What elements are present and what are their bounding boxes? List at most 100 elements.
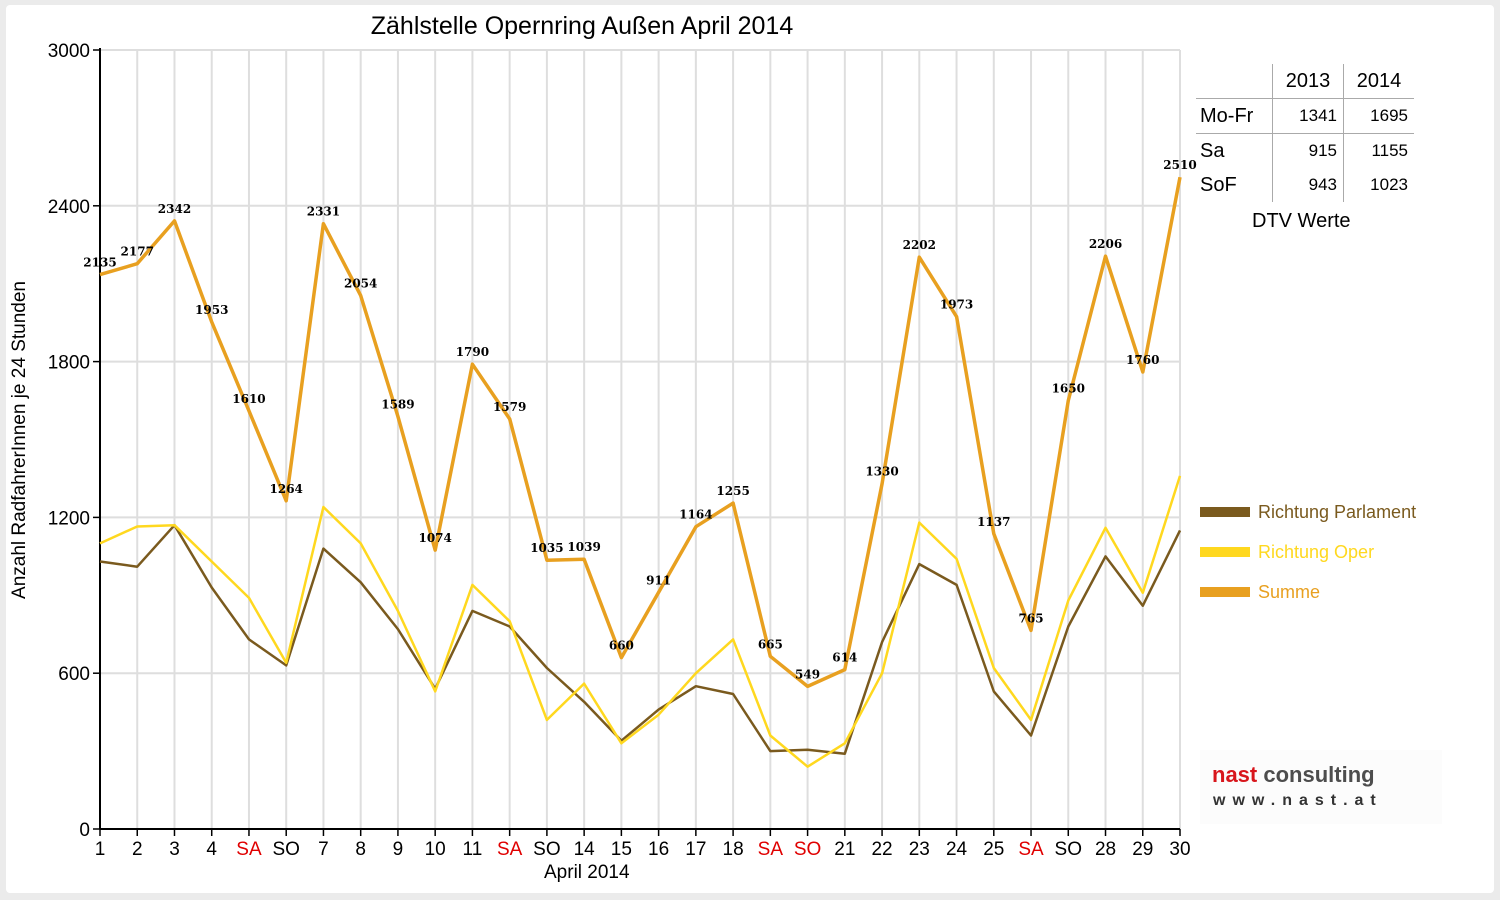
dtv-cell-2013: 915 [1272,133,1344,168]
data-label: 1255 [716,484,749,498]
data-label: 1790 [456,345,489,359]
legend-item-summe: Summe [1200,572,1416,612]
series-line-oper [99,475,1182,768]
x-tick-label: 15 [611,839,632,860]
data-label: 765 [1019,611,1044,625]
dtv-cell-2014: 1695 [1343,98,1414,134]
dtv-header-2013: 2013 [1272,64,1344,99]
legend-label: Summe [1258,581,1321,602]
legend-item-oper: Richtung Oper [1200,532,1416,572]
data-label: 1579 [493,400,526,414]
dtv-row-label: SoF [1200,173,1237,196]
legend: Richtung Parlament Richtung Oper Summe [1200,492,1416,612]
data-labels: 2135 2177 2342 1953 1610 1264 2331 2054 1589 1074… [83,158,1196,681]
legend-label: Richtung Parlament [1258,501,1417,522]
x-tick-label: 30 [1169,839,1190,860]
x-tick-label: 29 [1132,839,1153,860]
x-tick-label: SO [1055,839,1082,860]
y-tick-label: 0 [79,820,90,841]
data-label: 2202 [903,238,936,252]
data-label: 1650 [1052,382,1085,396]
x-tick-label: 4 [206,839,217,860]
data-label: 1973 [940,298,973,312]
x-tick-label: 28 [1095,839,1116,860]
data-label: 2054 [344,277,377,291]
logo-url: www.nast.at [1213,792,1383,809]
x-tick-label: 10 [425,839,446,860]
x-tick-label: SA [758,839,784,860]
data-label: 1760 [1126,353,1159,367]
x-tick-label: SA [236,839,262,860]
data-label: 1137 [977,515,1010,529]
x-tick-label: 8 [355,839,366,860]
series-line-parlament [99,523,1182,755]
data-label: 2342 [158,202,191,216]
y-tick-label: 1200 [48,508,90,529]
dtv-row-label: Sa [1196,133,1273,168]
legend-swatch [1200,587,1250,597]
data-label: 660 [609,639,634,653]
data-label: 1164 [679,508,712,522]
x-tick-label: 17 [685,839,706,860]
data-label: 2206 [1089,237,1122,251]
x-tick-label: 22 [871,839,892,860]
data-label: 614 [832,651,857,665]
chart-title: Zählstelle Opernring Außen April 2014 [370,12,794,40]
x-tick-label: 11 [463,839,483,860]
x-tick-label: 25 [983,839,1004,860]
x-tick-label: SO [533,839,560,860]
series-line-summe [99,176,1182,689]
dtv-cell-2014: 1023 [1343,168,1414,202]
data-label: 549 [795,667,820,681]
data-label: 1264 [270,482,303,496]
logo-wordmark: nast consulting [1212,762,1375,788]
data-label: 1589 [381,397,414,411]
x-tick-label: 18 [723,839,744,860]
dtv-header-2014: 2014 [1343,64,1414,99]
dtv-row-mofr: Mo-Fr 1341 1695 [1196,98,1414,134]
x-tick-label: 21 [834,839,855,860]
data-label: 911 [646,573,671,587]
data-label: 665 [758,637,783,651]
x-axis-label: April 2014 [544,862,630,883]
legend-label: Richtung Oper [1258,541,1375,562]
x-tick-label: 16 [648,839,669,860]
logo-rest: consulting [1263,762,1375,787]
x-tick-label: 7 [318,839,329,860]
x-tick-label: 24 [946,839,968,860]
y-tick-label: 2400 [48,197,90,218]
dtv-caption: DTV Werte [1252,210,1351,232]
data-label: 1039 [567,540,600,554]
data-label: 2135 [83,256,116,270]
dtv-row-label: Mo-Fr [1196,98,1273,134]
legend-swatch [1200,507,1250,517]
dtv-cell-2013: 943 [1272,168,1344,202]
dtv-table: 2013 2014 Mo-Fr 1341 1695 Sa 915 1155 So… [1196,64,1414,202]
legend-item-parlament: Richtung Parlament [1200,492,1416,532]
grid-lines [100,49,1181,829]
data-label: 1610 [232,392,265,406]
y-axis-label: Anzahl RadfahrerInnen je 24 Stunden [9,281,30,599]
data-label: 2331 [307,205,340,219]
series-lines [99,176,1182,768]
dtv-row-sa: Sa 915 1155 [1196,133,1414,168]
x-tick-label: 1 [95,839,106,860]
x-tick-label: SO [794,839,821,860]
dtv-header-row: 2013 2014 [1196,64,1414,99]
x-tick-label: 23 [909,839,930,860]
x-tick-label: 2 [132,839,143,860]
company-logo: nast consulting www.nast.at [1200,750,1442,824]
x-tick-label: 14 [574,839,596,860]
y-tick-label: 600 [58,664,90,685]
data-label: 1330 [865,465,898,479]
dtv-row-sof: SoF 943 1023 [1196,168,1414,202]
x-tick-label: SO [272,839,299,860]
x-tick-label: 9 [393,839,404,860]
data-label: 1074 [418,531,451,545]
dtv-cell-2014: 1155 [1343,133,1414,168]
x-tick-label: SA [497,839,523,860]
data-label: 1953 [195,303,228,317]
dtv-cell-2013: 1341 [1272,98,1344,134]
data-label: 2177 [121,245,154,259]
